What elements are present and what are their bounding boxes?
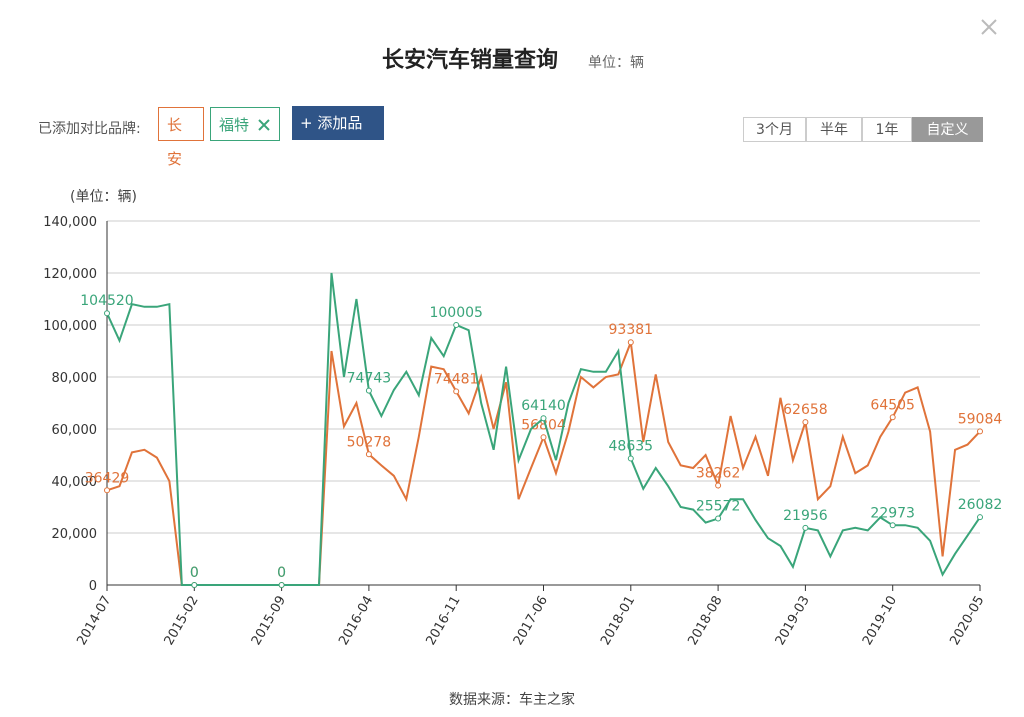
add-brand-button[interactable]: + 添加品牌 <box>292 106 384 166</box>
title: 长安汽车销量查询 <box>381 48 558 73</box>
point <box>191 582 198 588</box>
x-tick-label: 2019-10 <box>860 594 900 649</box>
point <box>977 514 983 521</box>
period-button[interactable]: 1年 <box>862 117 912 142</box>
x-tick-label: 2015-09 <box>249 594 289 649</box>
value-label: 38262 <box>696 466 741 482</box>
x-tick-label: 2017-06 <box>511 594 551 649</box>
period-button[interactable]: 3个月 <box>743 117 806 142</box>
point <box>802 419 809 426</box>
value-label: 74481 <box>434 371 479 387</box>
period-button[interactable]: 自定义 <box>912 117 983 142</box>
value-label: 48635 <box>609 439 654 455</box>
point <box>365 451 372 458</box>
value-label: 0 <box>190 565 199 581</box>
y-tick-label: 140,000 <box>43 215 97 230</box>
point <box>104 310 110 317</box>
x-tick-label: 2019-03 <box>773 594 813 649</box>
y-tick-label: 0 <box>89 579 97 594</box>
point <box>802 524 809 531</box>
point <box>627 455 634 462</box>
y-tick-label: 120,000 <box>43 267 97 282</box>
brand-tag[interactable]: 福特 <box>210 107 280 141</box>
value-label: 0 <box>277 565 286 581</box>
x-tick-label: 2020-05 <box>947 594 987 649</box>
y-tick-label: 60,000 <box>52 423 98 438</box>
value-label: 26082 <box>958 497 1003 513</box>
value-label: 36429 <box>85 470 130 486</box>
value-label: 22973 <box>870 505 915 521</box>
value-label: 74743 <box>347 371 392 387</box>
y-tick-label: 80,000 <box>52 371 98 386</box>
point <box>278 582 285 588</box>
value-label: 21956 <box>783 508 828 524</box>
x-tick-label: 2016-11 <box>424 594 464 649</box>
value-label: 50278 <box>347 434 392 450</box>
point <box>889 522 896 529</box>
value-label: 100005 <box>429 305 482 321</box>
series-line <box>106 341 981 586</box>
source: 数据来源：车主之家 <box>449 692 575 708</box>
brand-name: 福特 <box>219 116 250 134</box>
remove-icon[interactable] <box>257 118 271 132</box>
x-tick-label: 2014-07 <box>74 594 114 649</box>
x-tick-label: 2018-08 <box>685 594 725 649</box>
value-label: 56804 <box>521 417 566 433</box>
value-label: 104520 <box>80 293 133 309</box>
period-button[interactable]: 半年 <box>806 117 862 142</box>
compare-label: 已添加对比品牌: <box>38 121 141 137</box>
close-icon[interactable] <box>980 18 998 36</box>
point <box>453 388 460 395</box>
point <box>715 482 722 489</box>
x-tick-label: 2016-04 <box>336 594 376 649</box>
value-label: 93381 <box>609 322 654 338</box>
x-tick-label: 2015-02 <box>162 594 202 649</box>
y-tick-label: 40,000 <box>52 475 98 490</box>
y-unit: (单位：辆) <box>70 189 137 205</box>
point <box>715 515 722 522</box>
value-label: 0 <box>190 565 199 581</box>
point <box>977 428 983 435</box>
unit: 单位：辆 <box>588 55 644 71</box>
x-tick-label: 2018-01 <box>598 594 638 649</box>
point <box>889 414 896 421</box>
value-label: 0 <box>277 565 286 581</box>
point <box>540 415 547 422</box>
point <box>104 487 110 494</box>
brand-tag[interactable]: 长安 <box>158 107 204 168</box>
value-label: 64140 <box>521 398 566 414</box>
point <box>627 339 634 346</box>
value-label: 64505 <box>870 397 915 413</box>
y-tick-label: 20,000 <box>52 527 98 542</box>
point <box>540 434 547 441</box>
value-label: 25572 <box>696 499 741 515</box>
value-label: 62658 <box>783 402 828 418</box>
value-label: 59084 <box>958 411 1003 427</box>
point <box>453 321 460 328</box>
point <box>365 387 372 394</box>
y-tick-label: 100,000 <box>43 319 97 334</box>
